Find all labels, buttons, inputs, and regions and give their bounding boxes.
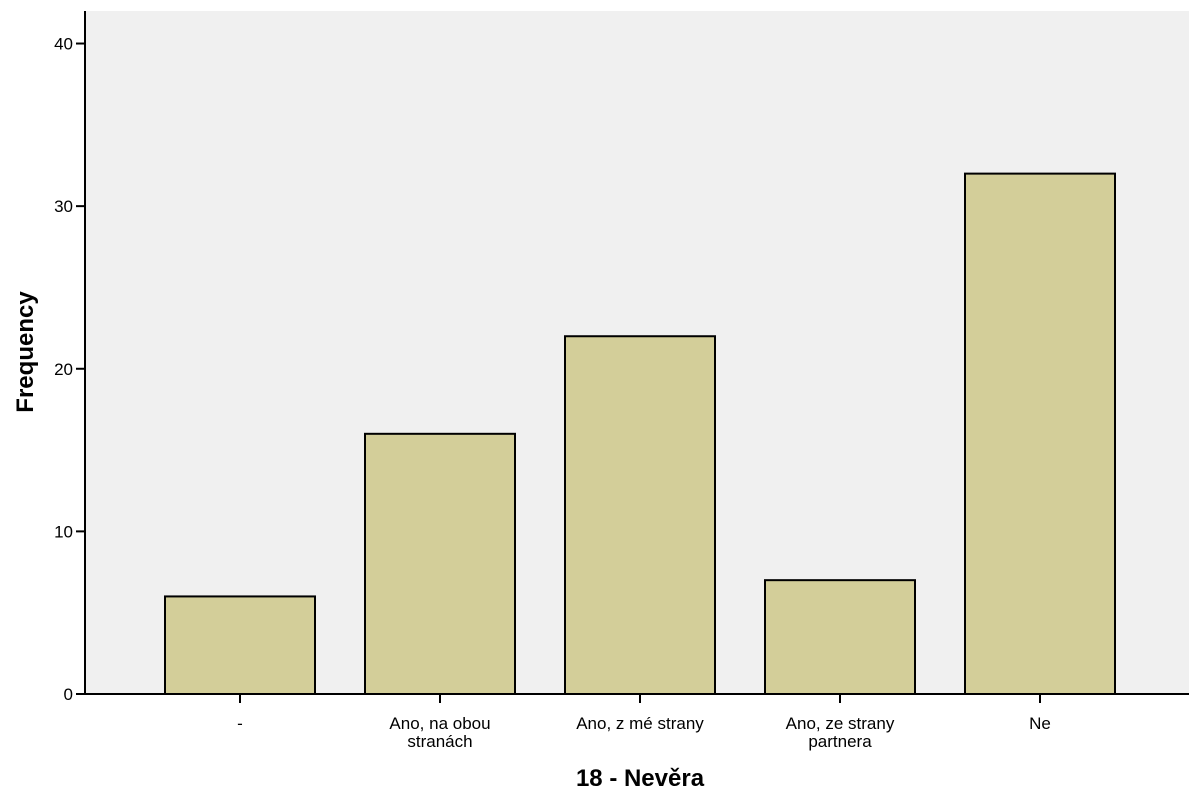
x-tick-label-line: Ne bbox=[1029, 714, 1051, 733]
x-tick-label-0: - bbox=[237, 714, 243, 733]
y-tick-label-3: 30 bbox=[54, 197, 73, 216]
x-tick-label-line: Ano, ze strany bbox=[786, 714, 895, 733]
x-tick-label-3: Ano, ze strany partnera bbox=[786, 714, 895, 751]
bars-group bbox=[164, 172, 1116, 696]
y-tick-label-4: 40 bbox=[54, 35, 73, 54]
x-tick-label-line: - bbox=[237, 714, 243, 733]
x-tick-label-4: Ne bbox=[1029, 714, 1051, 733]
bar-0 bbox=[164, 595, 316, 696]
x-tick-label-line: Ano, na obou bbox=[389, 714, 490, 733]
x-axis-title: 18 - Nevěra bbox=[576, 765, 705, 792]
x-tick-label-1: Ano, na obou stranách bbox=[389, 714, 490, 751]
y-axis-title: Frequency bbox=[12, 291, 39, 413]
bar-4 bbox=[964, 172, 1116, 696]
x-axis: - Ano, na obou stranách Ano, z mé strany Ano… bbox=[85, 693, 1189, 751]
y-tick-label-0: 0 bbox=[64, 685, 73, 704]
y-tick-label-2: 20 bbox=[54, 360, 73, 379]
bar-3 bbox=[764, 579, 916, 696]
bar-2 bbox=[564, 335, 716, 695]
x-tick-label-2: Ano, z mé strany bbox=[576, 714, 704, 733]
x-tick-label-line: stranách bbox=[407, 732, 472, 751]
y-tick-label-1: 10 bbox=[54, 522, 73, 541]
bar-1 bbox=[364, 432, 516, 695]
y-axis: 0 10 20 30 40 bbox=[54, 11, 86, 704]
x-tick-label-line: partnera bbox=[808, 732, 872, 751]
x-tick-label-line: Ano, z mé strany bbox=[576, 714, 704, 733]
